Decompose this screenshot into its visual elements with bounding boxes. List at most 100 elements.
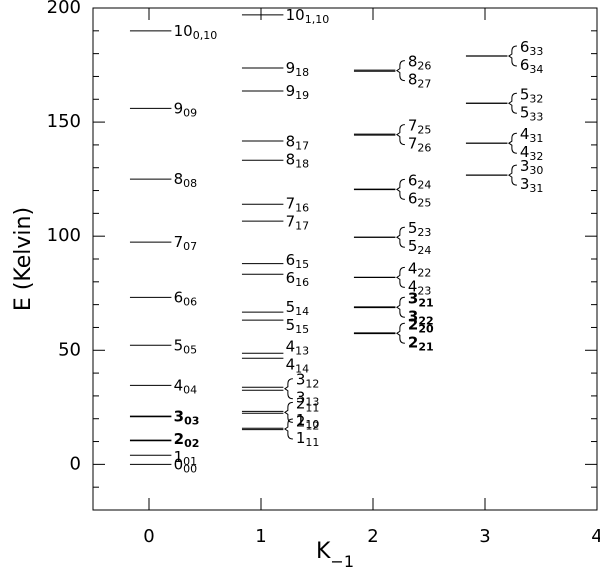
level-label-sub: 00 xyxy=(183,462,197,475)
level-label-sub: 10 xyxy=(305,418,319,431)
level-label: 615 xyxy=(286,250,310,271)
brace xyxy=(507,45,517,67)
level-label: 808 xyxy=(174,170,198,191)
level-label-sub: 32 xyxy=(529,92,543,105)
level-label-sub: 13 xyxy=(305,396,319,409)
level-label-j: 5 xyxy=(286,316,296,334)
brace xyxy=(395,60,405,82)
level-label-j: 6 xyxy=(520,38,530,56)
level-label-j: 3 xyxy=(296,388,306,406)
level-label-sub: 21 xyxy=(418,296,433,309)
level-label-sub: 14 xyxy=(295,305,309,318)
level-label-j: 6 xyxy=(286,268,296,286)
level-label: 330 xyxy=(520,157,544,178)
level-label: 624 xyxy=(408,171,432,192)
level-label-j: 9 xyxy=(286,82,296,100)
level-label: 827 xyxy=(408,70,432,91)
brace xyxy=(283,418,293,440)
level-label-sub: 0,10 xyxy=(193,29,218,42)
level-label-j: 9 xyxy=(174,99,184,117)
y-tick-label: 50 xyxy=(58,339,81,360)
level-label: 313 xyxy=(296,388,320,409)
level-label-j: 10 xyxy=(174,21,193,39)
level-label-j: 3 xyxy=(520,157,530,175)
level-label-sub: 33 xyxy=(529,110,543,123)
level-label-sub: 15 xyxy=(295,323,309,336)
level-label: 413 xyxy=(286,337,310,358)
level-label-sub: 21 xyxy=(418,340,433,353)
level-label-sub: 34 xyxy=(529,63,543,76)
level-label-sub: 16 xyxy=(295,202,309,215)
level-label: 633 xyxy=(520,38,544,59)
level-label-j: 5 xyxy=(408,219,418,237)
x-axis-label: K−1 xyxy=(316,539,354,571)
level-label-j: 3 xyxy=(520,175,530,193)
brace xyxy=(395,178,405,200)
level-label-sub: 23 xyxy=(417,226,431,239)
level-label-j: 0 xyxy=(174,455,184,473)
level-label-j: 9 xyxy=(286,59,296,77)
level-label: 532 xyxy=(520,85,544,106)
level-label-sub: 16 xyxy=(295,276,309,289)
level-label-j: 4 xyxy=(408,259,418,277)
y-tick-label: 100 xyxy=(47,225,81,246)
level-label-sub: 32 xyxy=(529,150,543,163)
y-tick-label: 200 xyxy=(47,0,81,18)
level-label: 202 xyxy=(174,429,200,450)
level-label: 322 xyxy=(408,307,434,328)
level-label-sub: 30 xyxy=(529,164,543,177)
level-label-sub: 33 xyxy=(529,45,543,58)
x-tick-label: 4 xyxy=(591,526,600,547)
level-label-j: 6 xyxy=(408,189,418,207)
x-tick-label: 1 xyxy=(255,526,266,547)
x-tick-label: 3 xyxy=(479,526,490,547)
level-label-sub: 17 xyxy=(295,140,309,153)
level-label-j: 7 xyxy=(286,194,296,212)
x-tick-label: 2 xyxy=(367,526,378,547)
y-tick-label: 150 xyxy=(47,111,81,132)
brace xyxy=(283,401,293,423)
level-label: 634 xyxy=(520,56,544,77)
level-label: 110 xyxy=(296,410,320,431)
level-label-j: 2 xyxy=(296,412,306,430)
level-label-j: 8 xyxy=(286,150,296,168)
level-label: 000 xyxy=(174,455,198,476)
level-label: 101 xyxy=(174,447,198,468)
level-label-j: 4 xyxy=(408,277,418,295)
level-label-sub: 04 xyxy=(183,383,197,396)
level-label: 515 xyxy=(286,316,310,337)
level-label-sub: 08 xyxy=(183,177,197,190)
level-label: 918 xyxy=(286,59,310,80)
level-label: 303 xyxy=(174,407,200,428)
level-label: 826 xyxy=(408,52,432,73)
level-label: 404 xyxy=(174,376,198,397)
x-axis-label-main: K xyxy=(316,539,331,564)
level-label-sub: 06 xyxy=(183,295,197,308)
level-label-sub: 18 xyxy=(295,66,309,79)
level-label: 211 xyxy=(296,394,320,415)
level-label-sub: 11 xyxy=(305,436,319,449)
level-label: 533 xyxy=(520,103,544,124)
level-label: 919 xyxy=(286,82,310,103)
level-label-sub: 05 xyxy=(183,343,197,356)
level-label: 707 xyxy=(174,233,198,254)
level-label-j: 2 xyxy=(174,429,184,447)
level-label-sub: 24 xyxy=(417,178,431,191)
level-label-sub: 11 xyxy=(305,401,319,414)
level-label-j: 4 xyxy=(286,337,296,355)
level-label-j: 5 xyxy=(408,237,418,255)
level-label: 221 xyxy=(408,333,434,354)
level-label-sub: 17 xyxy=(295,220,309,233)
level-label-j: 7 xyxy=(174,233,184,251)
level-label-j: 4 xyxy=(174,376,184,394)
level-label-j: 4 xyxy=(520,125,530,143)
y-tick-label: 0 xyxy=(70,453,81,474)
level-label-sub: 12 xyxy=(305,378,319,391)
brace xyxy=(395,296,405,318)
level-label-j: 2 xyxy=(408,315,418,333)
level-label-sub: 19 xyxy=(295,89,309,102)
level-label: 422 xyxy=(408,259,432,280)
level-label: 220 xyxy=(408,315,434,336)
level-label: 212 xyxy=(296,412,320,433)
